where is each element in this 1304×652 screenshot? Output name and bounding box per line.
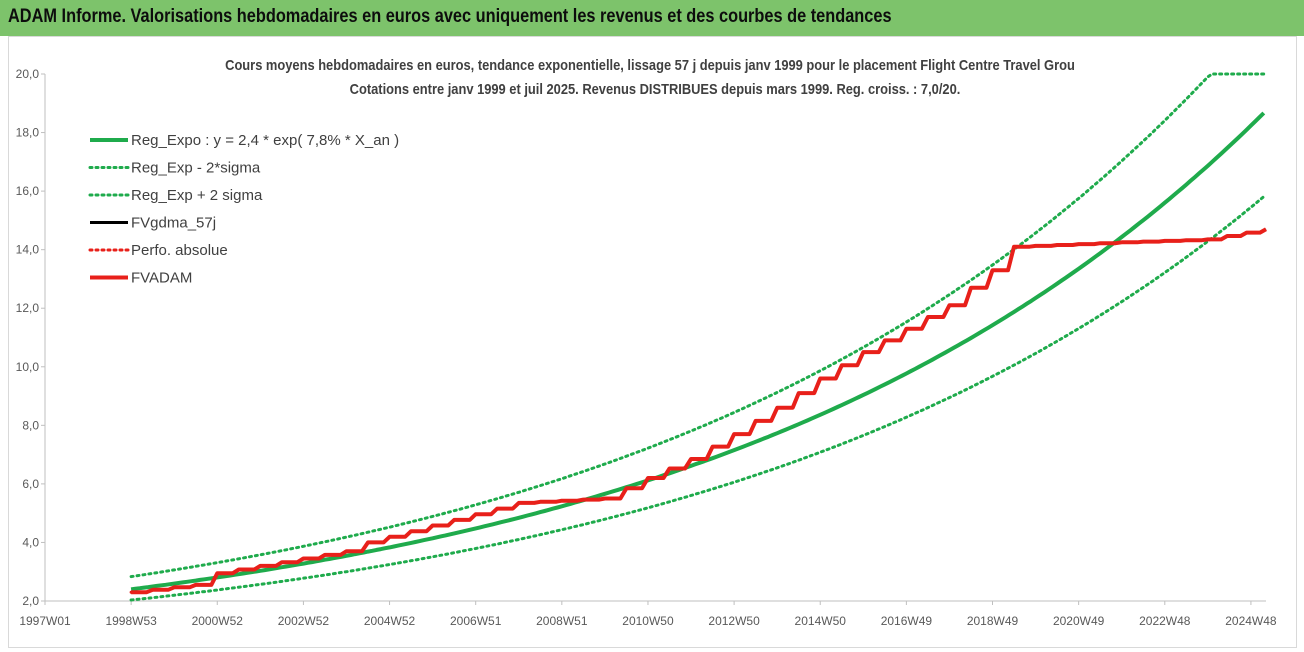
x-axis: 1997W01 1998W53 2000W52 2002W52 2004W52 2006W… (19, 600, 1277, 628)
y-tick-label: 4,0 (22, 535, 39, 549)
chart-subtitle: Cotations entre janv 1999 et juil 2025. … (350, 80, 961, 97)
series-line-1 (129, 195, 1266, 602)
y-axis: 2,0 4,0 6,0 8,0 10,0 12,0 14,0 16,0 18,0 20,0 (16, 67, 46, 608)
x-tick-label: 2012W50 (708, 614, 760, 628)
series-line-2 (129, 72, 1266, 579)
legend: Reg_Expo : y = 2,4 * exp( 7,8% * X_an ) R… (88, 132, 399, 287)
x-tick-label: 1997W01 (19, 614, 71, 628)
y-tick-label: 10,0 (16, 360, 40, 374)
legend-label: Reg_Expo : y = 2,4 * exp( 7,8% * X_an ) (131, 132, 399, 149)
legend-label: Perfo. absolue (131, 242, 228, 259)
x-tick-label: 2000W52 (192, 614, 244, 628)
y-tick-label: 16,0 (16, 184, 40, 198)
x-tick-label: 2018W49 (967, 614, 1019, 628)
x-tick-label: 2022W48 (1139, 614, 1191, 628)
title-banner: ADAM Informe. Valorisations hebdomadaire… (0, 0, 1304, 36)
series-line-3 (131, 228, 1267, 594)
y-tick-label: 20,0 (16, 67, 40, 81)
x-tick-label: 2002W52 (278, 614, 330, 628)
y-tick-label: 18,0 (16, 126, 40, 140)
page-title: ADAM Informe. Valorisations hebdomadaire… (8, 6, 892, 27)
chart-title: Cours moyens hebdomadaires en euros, ten… (225, 56, 1075, 73)
legend-label: Reg_Exp - 2*sigma (131, 160, 261, 177)
legend-label: FVADAM (131, 270, 192, 287)
x-tick-label: 2004W52 (364, 614, 416, 628)
y-tick-label: 14,0 (16, 243, 40, 257)
y-tick-label: 2,0 (22, 594, 39, 608)
x-tick-label: 2024W48 (1225, 614, 1277, 628)
x-tick-label: 2020W49 (1053, 614, 1105, 628)
y-tick-label: 8,0 (22, 418, 39, 432)
series-line-4 (129, 227, 1268, 594)
y-tick-label: 6,0 (22, 477, 39, 491)
x-tick-label: 1998W53 (105, 614, 157, 628)
series-line-5 (131, 227, 1267, 595)
x-tick-label: 2006W51 (450, 614, 502, 628)
x-tick-label: 2008W51 (536, 614, 588, 628)
legend-label: FVgdma_57j (131, 215, 216, 232)
x-tick-label: 2014W50 (795, 614, 847, 628)
y-tick-label: 12,0 (16, 301, 40, 315)
x-tick-label: 2016W49 (881, 614, 933, 628)
chart-area-border (8, 36, 1297, 648)
series-line-0 (130, 111, 1266, 592)
legend-label: Reg_Exp + 2 sigma (131, 187, 263, 204)
plot-area (129, 72, 1268, 602)
x-tick-label: 2010W50 (622, 614, 674, 628)
